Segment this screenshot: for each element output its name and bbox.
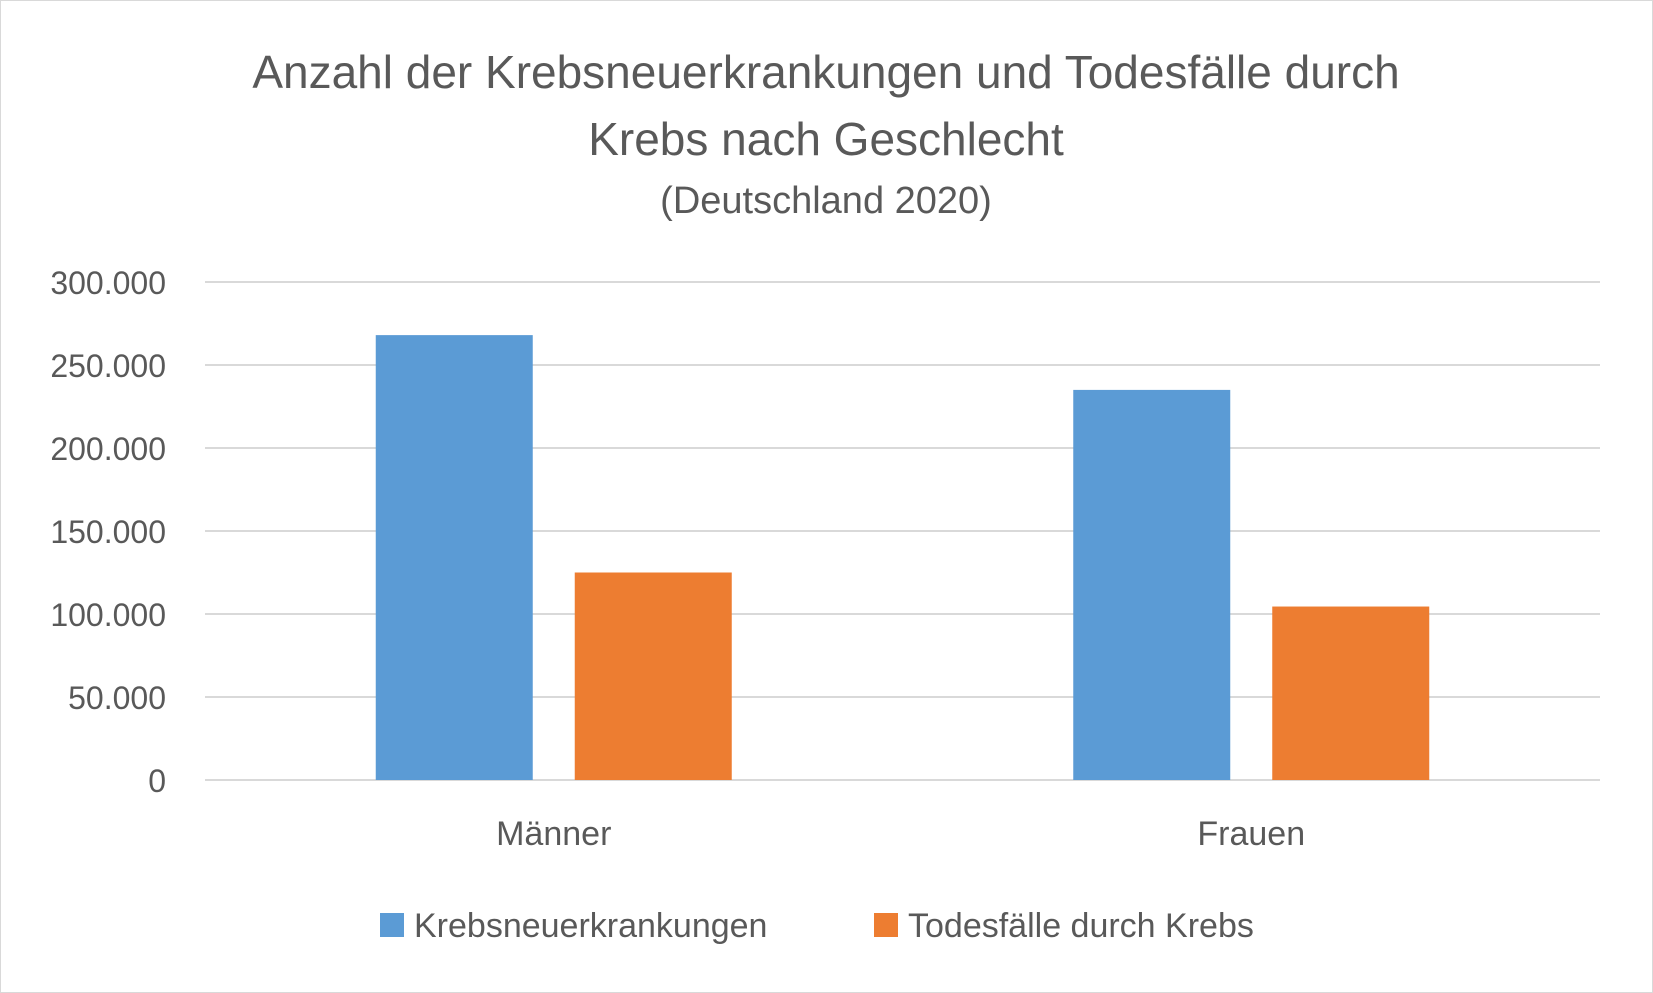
x-axis-labels: Männer Frauen [496, 815, 1305, 853]
y-tick-label: 100.000 [50, 597, 166, 633]
legend-swatch [874, 913, 898, 937]
y-tick-label: 0 [148, 763, 166, 799]
bar-todesfaelle-maenner [574, 572, 732, 780]
legend-swatch [380, 913, 404, 937]
y-tick-label: 50.000 [68, 680, 166, 716]
bar-krebsneuerkrankungen-maenner [375, 335, 533, 780]
x-category-label: Frauen [1197, 815, 1305, 853]
x-category-label: Männer [496, 815, 611, 853]
legend-label: Todesfälle durch Krebs [908, 907, 1254, 945]
y-tick-label: 150.000 [50, 514, 166, 550]
bar-todesfaelle-frauen [1272, 606, 1430, 780]
legend-label: Krebsneuerkrankungen [414, 907, 767, 945]
y-tick-label: 300.000 [50, 265, 166, 301]
chart-title-line-1: Anzahl der Krebsneuerkrankungen und Tode… [252, 46, 1399, 98]
y-tick-label: 200.000 [50, 431, 166, 467]
chart-title-line-2: Krebs nach Geschlecht [588, 113, 1064, 165]
chart-subtitle: (Deutschland 2020) [660, 180, 992, 222]
bars [375, 335, 1430, 780]
bar-krebsneuerkrankungen-frauen [1073, 389, 1231, 780]
y-axis-ticks: 0 50.000 100.000 150.000 200.000 250.000 300.0… [50, 265, 166, 799]
legend: Krebsneuerkrankungen Todesfälle durch Kre… [380, 907, 1254, 945]
y-tick-label: 250.000 [50, 348, 166, 384]
